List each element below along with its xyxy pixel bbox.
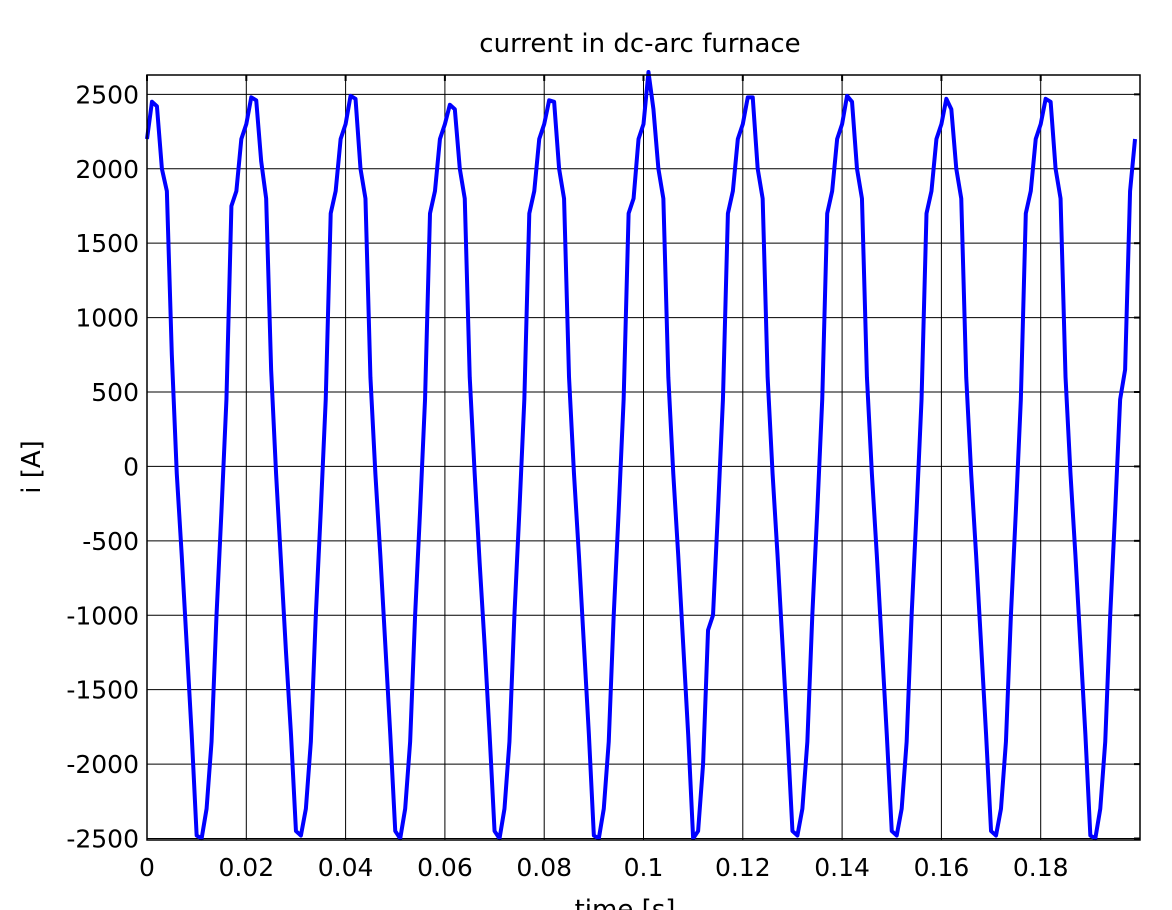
- y-tick-label: 1000: [75, 304, 139, 333]
- y-tick-label: 2000: [75, 155, 139, 184]
- y-tick-label: 1500: [75, 229, 139, 258]
- x-axis-label: time [s]: [575, 895, 676, 910]
- x-tick-label: 0.18: [1013, 853, 1069, 882]
- y-tick-label: -500: [82, 527, 139, 556]
- x-tick-label: 0.08: [516, 853, 572, 882]
- y-tick-label: -2500: [66, 825, 139, 854]
- x-tick-label: 0.1: [624, 853, 664, 882]
- x-tick-label: 0.06: [417, 853, 473, 882]
- x-tick-label: 0: [139, 853, 155, 882]
- y-tick-label: -1500: [66, 676, 139, 705]
- y-axis-label: i [A]: [17, 440, 47, 494]
- chart-title: current in dc-arc furnace: [479, 29, 800, 59]
- y-tick-label: 2500: [75, 80, 139, 109]
- data-line: [145, 70, 1138, 841]
- x-tick-label: 0.16: [914, 853, 970, 882]
- y-tick-label: -2000: [66, 750, 139, 779]
- x-tick-label: 0.02: [218, 853, 274, 882]
- y-tick-label: -1000: [66, 601, 139, 630]
- plot-frame: [146, 74, 1141, 841]
- x-tick-label: 0.04: [318, 853, 374, 882]
- x-tick-label: 0.12: [715, 853, 771, 882]
- y-tick-label: 0: [123, 452, 139, 481]
- y-tick-label: 500: [91, 378, 139, 407]
- x-tick-label: 0.14: [814, 853, 870, 882]
